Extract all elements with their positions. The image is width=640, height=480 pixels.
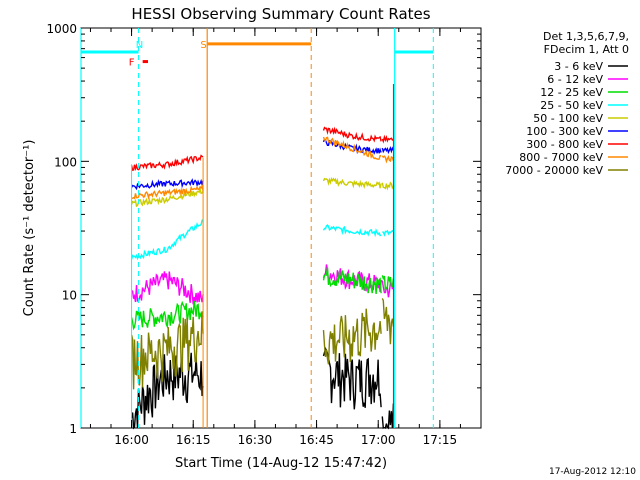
series-50-100-kev-line-seg2 bbox=[322, 176, 382, 189]
legend-header-line-1: Det 1,3,5,6,7,9, bbox=[543, 30, 629, 43]
x-tick-label-1715: 17:15 bbox=[423, 433, 458, 447]
series-25-50-kev-line-seg3 bbox=[382, 229, 394, 237]
series-100-300-kev-line-seg3 bbox=[381, 146, 395, 155]
legend-label-12-25: 12 - 25 keV bbox=[540, 86, 603, 99]
series-800-7000-kev-line-seg2 bbox=[322, 136, 382, 160]
annotation-f: F bbox=[129, 58, 135, 69]
x-tick-label-1615: 16:15 bbox=[176, 433, 211, 447]
series-25-50-kev-line-seg2 bbox=[322, 224, 382, 238]
legend-label-300-800: 300 - 800 keV bbox=[526, 138, 603, 151]
series-300-800-kev-line-seg2 bbox=[322, 126, 382, 143]
y-tick-label-10: 10 bbox=[62, 289, 77, 303]
x-tick-label-1700: 17:00 bbox=[361, 433, 396, 447]
series-800-7000-kev-line-seg1 bbox=[131, 184, 204, 200]
x-tick-label-1630: 16:30 bbox=[238, 433, 273, 447]
series-50-100-kev-line-seg3 bbox=[381, 181, 394, 191]
series-3-6-kev-line-seg3 bbox=[381, 403, 395, 430]
footer-date: 17-Aug-2012 12:10 bbox=[549, 467, 636, 477]
x-tick-label-1600: 16:00 bbox=[114, 433, 149, 447]
chart-title: HESSI Observing Summary Count Rates bbox=[131, 5, 430, 23]
x-axis-label: Start Time (14-Aug-12 15:47:42) bbox=[175, 456, 387, 471]
series-7000-20000-kev-line-seg1 bbox=[130, 311, 204, 390]
series-50-100-kev-line-seg1 bbox=[130, 186, 204, 208]
legend-label-800-7000: 800 - 7000 keV bbox=[519, 151, 603, 164]
annotation-n: N bbox=[136, 40, 143, 51]
series-300-800-kev-line-seg3 bbox=[381, 134, 394, 144]
series-800-7000-kev-line-seg3 bbox=[381, 154, 395, 164]
plot-area: NF S 16:00 16:15 16:30 16:45 17:00 17:15 1 10 100 1… bbox=[46, 22, 482, 447]
series-300-800-kev-line-seg1 bbox=[130, 154, 204, 172]
legend-header-line-2: FDecim 1, Att 0 bbox=[544, 43, 629, 56]
y-tick-label-1: 1 bbox=[69, 422, 77, 436]
series-12-25-kev-line-seg2 bbox=[322, 267, 382, 295]
legend-label-25-50: 25 - 50 keV bbox=[540, 99, 603, 112]
series-100-300-kev-line-seg1 bbox=[130, 178, 204, 191]
series-7000-20000-kev-line-seg3 bbox=[381, 298, 395, 345]
series-3-6-kev-line-seg1 bbox=[130, 352, 204, 430]
y-tick-label-100: 100 bbox=[54, 155, 77, 169]
x-tick-label-1645: 16:45 bbox=[299, 433, 334, 447]
annotation-s: S bbox=[200, 40, 206, 51]
series-12-25-kev-line-seg1 bbox=[130, 300, 204, 331]
series-25-50-kev-line-seg1 bbox=[130, 219, 204, 261]
legend: Det 1,3,5,6,7,9, FDecim 1, Att 0 3 - 6 k… bbox=[505, 30, 629, 177]
series-12-25-kev-line-seg3 bbox=[381, 275, 395, 293]
legend-label-6-12: 6 - 12 keV bbox=[547, 73, 603, 86]
series-7000-20000-kev-line-seg2 bbox=[322, 308, 382, 365]
legend-label-50-100: 50 - 100 keV bbox=[533, 112, 603, 125]
series-6-12-kev-line-seg1 bbox=[131, 271, 204, 305]
y-tick-label-1000: 1000 bbox=[46, 22, 77, 36]
series-3-6-kev-line-seg2 bbox=[322, 346, 382, 410]
y-axis-label: Count Rate (s⁻¹ detector⁻¹) bbox=[22, 140, 37, 317]
series-100-300-kev-line-seg2 bbox=[322, 138, 382, 155]
legend-label-100-300: 100 - 300 keV bbox=[526, 125, 603, 138]
legend-label-7000-20000: 7000 - 20000 keV bbox=[505, 164, 603, 177]
legend-label-3-6: 3 - 6 keV bbox=[554, 60, 603, 73]
